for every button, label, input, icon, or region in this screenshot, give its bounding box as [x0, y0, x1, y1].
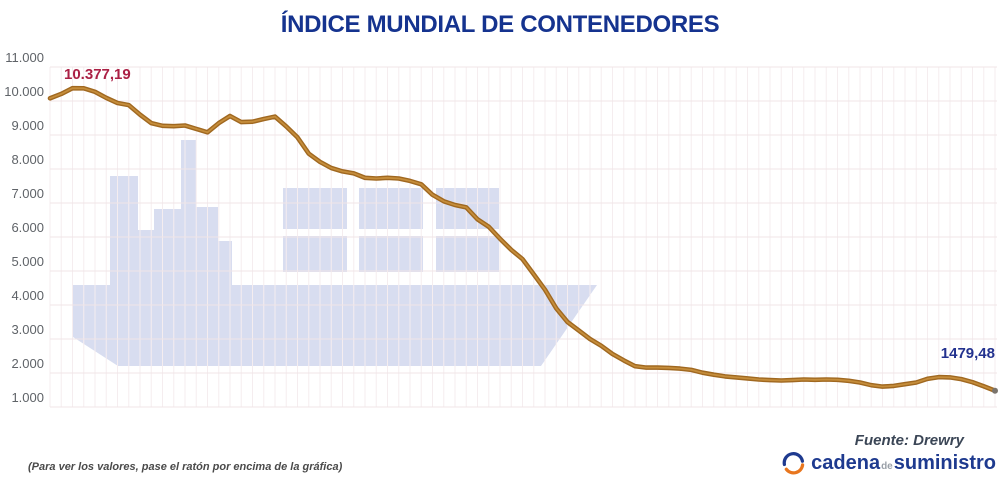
- y-axis-tick-label: 11.000: [5, 50, 44, 65]
- end-value-label: 1479,48: [940, 345, 995, 362]
- y-axis-tick-label: 2.000: [11, 356, 44, 371]
- last-point-marker: [992, 387, 998, 394]
- logo-wordmark: cadena de suministro: [811, 452, 996, 475]
- peak-value-label: 10.377,19: [64, 66, 131, 83]
- page-title: ÍNDICE MUNDIAL DE CONTENEDORES: [280, 11, 720, 38]
- y-axis-tick-label: 5.000: [11, 254, 44, 269]
- cadena-de-suministro-logo[interactable]: cadena de suministro: [782, 452, 996, 475]
- y-axis-tick-label: 4.000: [11, 288, 44, 303]
- logo-word-cadena: cadena: [811, 452, 881, 474]
- logo-word-de: de: [881, 461, 893, 472]
- y-axis-tick-label: 7.000: [11, 186, 44, 201]
- source-attribution: Fuente: Drewry: [854, 432, 964, 449]
- y-axis-tick-label: 10.000: [4, 84, 44, 99]
- logo-word-suministro: suministro: [893, 452, 996, 474]
- y-axis-tick-label: 3.000: [11, 322, 44, 337]
- index-line-highlight: [49, 87, 996, 392]
- hover-hint-text: (Para ver los valores, pase el ratón por…: [28, 461, 343, 473]
- y-axis-tick-label: 8.000: [11, 152, 44, 167]
- circular-arrows-icon: [782, 452, 805, 475]
- y-axis-tick-label: 9.000: [11, 118, 44, 133]
- y-axis-tick-label: 6.000: [11, 220, 44, 235]
- y-axis-tick-label: 1.000: [11, 390, 44, 405]
